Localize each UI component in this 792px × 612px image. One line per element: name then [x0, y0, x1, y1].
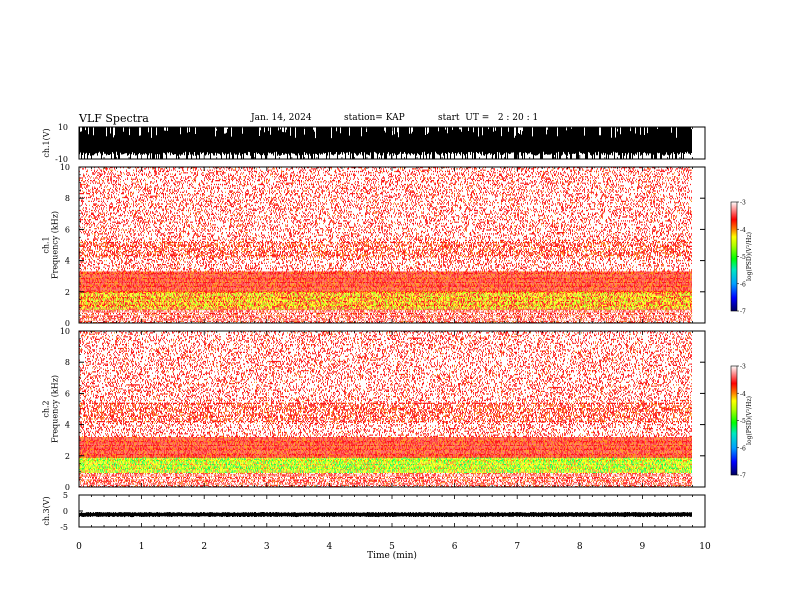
start-ut-label: start UT = 2 : 20 : 1: [438, 113, 539, 123]
ch1-colorbar-tick-label: -6: [740, 281, 746, 288]
x-tick-label: 8: [577, 542, 583, 552]
x-tick-label: 10: [699, 542, 711, 552]
ch1-spectrogram-cells: [79, 291, 692, 310]
x-tick-label: 1: [139, 542, 145, 552]
ch2-y-axis-label: ch.2: [42, 400, 51, 417]
ch2-spectrogram-panel: 0 2 4 6 8 10 ch.2 Frequency (kHz): [42, 327, 706, 492]
ch1-waveform-panel: 10 -10 ch.1(V): [42, 123, 706, 164]
ch2-y-tick-label: 0: [65, 483, 70, 492]
ch1-y-tick-label: 10: [58, 123, 68, 132]
ch2-y-axis-label: Frequency (kHz): [51, 375, 60, 443]
ch1-spectrogram-panel: 0 2 4 6 8 10 ch.1 Frequency (kHz): [42, 163, 706, 328]
ch1-y-tick-label: 2: [65, 288, 70, 297]
ch3-waveform-trace: [79, 512, 692, 518]
ch1-y-tick-label: 10: [60, 163, 70, 172]
ch2-colorbar-tick-label: -5: [740, 418, 746, 425]
x-tick-label: 3: [264, 542, 270, 552]
time-axis: 0 1 2 3 4 5 6 7 8 9 10 Time (min): [76, 542, 711, 561]
ch2-spectrogram-cells: [79, 331, 692, 488]
ch1-colorbar-tick-label: -3: [740, 200, 746, 207]
ch2-colorbar-label: log(PSD)(V²/Hz): [746, 396, 753, 445]
ch2-colorbar-tick-label: -6: [740, 445, 746, 452]
ch2-spectrogram-cells: [79, 457, 692, 473]
ch3-y-tick-label: 0: [63, 507, 68, 516]
ch2-colorbar: [730, 365, 738, 476]
x-tick-label: 0: [76, 542, 82, 552]
ch3-waveform-panel: 5 0 -5 ch.3(V): [42, 491, 706, 532]
ch1-y-tick-label: 8: [65, 194, 70, 203]
date-label: Jan. 14, 2024: [251, 113, 312, 123]
ch1-spectrogram-cells: [79, 167, 692, 324]
ch2-spectrogram-cells: [79, 331, 692, 488]
ch2-y-tick-label: 8: [65, 358, 70, 367]
ch1-y-tick-label: 6: [65, 225, 70, 234]
x-tick-label: 4: [327, 542, 333, 552]
ch2-y-tick-label: 6: [65, 389, 70, 398]
x-tick-label: 2: [201, 542, 207, 552]
ch1-colorbar-tick-label: -5: [740, 254, 746, 261]
ch2-colorbar-tick-label: -7: [740, 473, 746, 480]
ch2-colorbar-tick-label: -3: [740, 364, 746, 371]
colorbars: -3 -4 -5 -6 -7 log(PSD)(V²/Hz) -3 -4 -5 -6 -7 log(P…: [730, 200, 753, 480]
x-tick-label: 5: [389, 542, 395, 552]
ch1-colorbar-tick-label: -7: [740, 309, 746, 316]
ch2-y-tick-label: 4: [65, 421, 70, 430]
ch3-y-tick-label: -5: [60, 523, 68, 532]
ch1-spectrogram-cells: [79, 167, 692, 324]
ch1-colorbar-tick-label: -4: [740, 227, 746, 234]
x-tick-label: 6: [452, 542, 458, 552]
ch1-colorbar-label: log(PSD)(V²/Hz): [746, 232, 753, 281]
ch1-waveform-trace: [79, 127, 692, 159]
ch3-y-tick-label: 5: [63, 491, 68, 500]
ch1-y-tick-label: -10: [55, 155, 68, 164]
ch1-colorbar: [730, 201, 738, 312]
ch1-y-tick-label: 4: [65, 257, 70, 266]
x-tick-label: 9: [640, 542, 646, 552]
ch2-colorbar-tick-label: -4: [740, 391, 746, 398]
ch2-spectrogram-cells: [79, 457, 692, 473]
ch2-y-tick-label: 2: [65, 452, 70, 461]
ch3-waveform-frame: [78, 494, 706, 528]
ch2-spectrogram-cells: [79, 331, 692, 488]
station-label: station= KAP: [344, 113, 405, 123]
figure-title: VLF Spectra: [79, 112, 149, 125]
ch1-y-axis-label: Frequency (kHz): [51, 211, 60, 279]
x-tick-label: 7: [514, 542, 520, 552]
ch1-y-tick-label: 0: [65, 319, 70, 328]
ch1-y-axis-label: ch.1(V): [42, 128, 51, 157]
ch3-y-axis-label: ch.3(V): [42, 496, 51, 525]
ch1-spectrogram-cells: [79, 167, 692, 324]
ch1-spectrogram-cells: [79, 291, 692, 310]
x-axis-label: Time (min): [367, 550, 417, 561]
ch2-y-tick-label: 10: [60, 327, 70, 336]
ch1-y-axis-label: ch.1: [42, 236, 51, 253]
